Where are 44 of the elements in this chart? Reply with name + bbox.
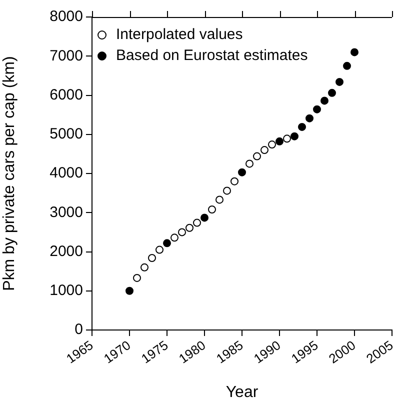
point bbox=[186, 224, 194, 232]
point bbox=[336, 78, 344, 86]
y-axis-title: Pkm by private cars per cap (km) bbox=[1, 56, 18, 291]
y-tick-label: 4000 bbox=[50, 164, 83, 182]
x-axis-title: Year bbox=[226, 384, 259, 401]
point bbox=[140, 263, 148, 272]
point bbox=[216, 196, 224, 204]
point bbox=[170, 234, 178, 242]
point bbox=[328, 88, 336, 97]
point bbox=[163, 239, 171, 248]
point bbox=[298, 122, 306, 131]
y-tick-label: 2000 bbox=[50, 242, 83, 260]
point bbox=[306, 114, 314, 122]
point bbox=[290, 132, 298, 140]
point bbox=[246, 160, 254, 168]
point bbox=[276, 137, 284, 146]
y-tick-label: 8000 bbox=[50, 8, 83, 26]
point bbox=[313, 105, 321, 114]
point bbox=[253, 152, 261, 160]
point bbox=[126, 286, 134, 295]
point bbox=[268, 140, 276, 149]
legend-label: Based on Eurostat estimates bbox=[116, 47, 308, 64]
point bbox=[260, 146, 268, 154]
point bbox=[178, 228, 186, 236]
point bbox=[193, 218, 201, 227]
legend-label: Interpolated values bbox=[116, 26, 243, 44]
y-tick-label: 6000 bbox=[50, 86, 83, 104]
y-tick-label: 0 bbox=[74, 321, 83, 338]
point bbox=[148, 254, 156, 262]
y-tick-label: 5000 bbox=[50, 126, 83, 143]
point bbox=[238, 168, 246, 176]
point bbox=[230, 177, 238, 186]
y-tick-label: 3000 bbox=[50, 204, 83, 221]
point bbox=[350, 48, 358, 56]
y-tick-label: 7000 bbox=[50, 47, 83, 64]
point bbox=[320, 96, 328, 105]
point bbox=[343, 62, 351, 70]
point bbox=[223, 186, 231, 195]
y-tick-label: 1000 bbox=[50, 282, 83, 300]
point bbox=[283, 134, 291, 143]
point bbox=[133, 274, 141, 282]
point bbox=[208, 205, 216, 214]
point bbox=[200, 214, 208, 222]
point bbox=[156, 246, 164, 254]
